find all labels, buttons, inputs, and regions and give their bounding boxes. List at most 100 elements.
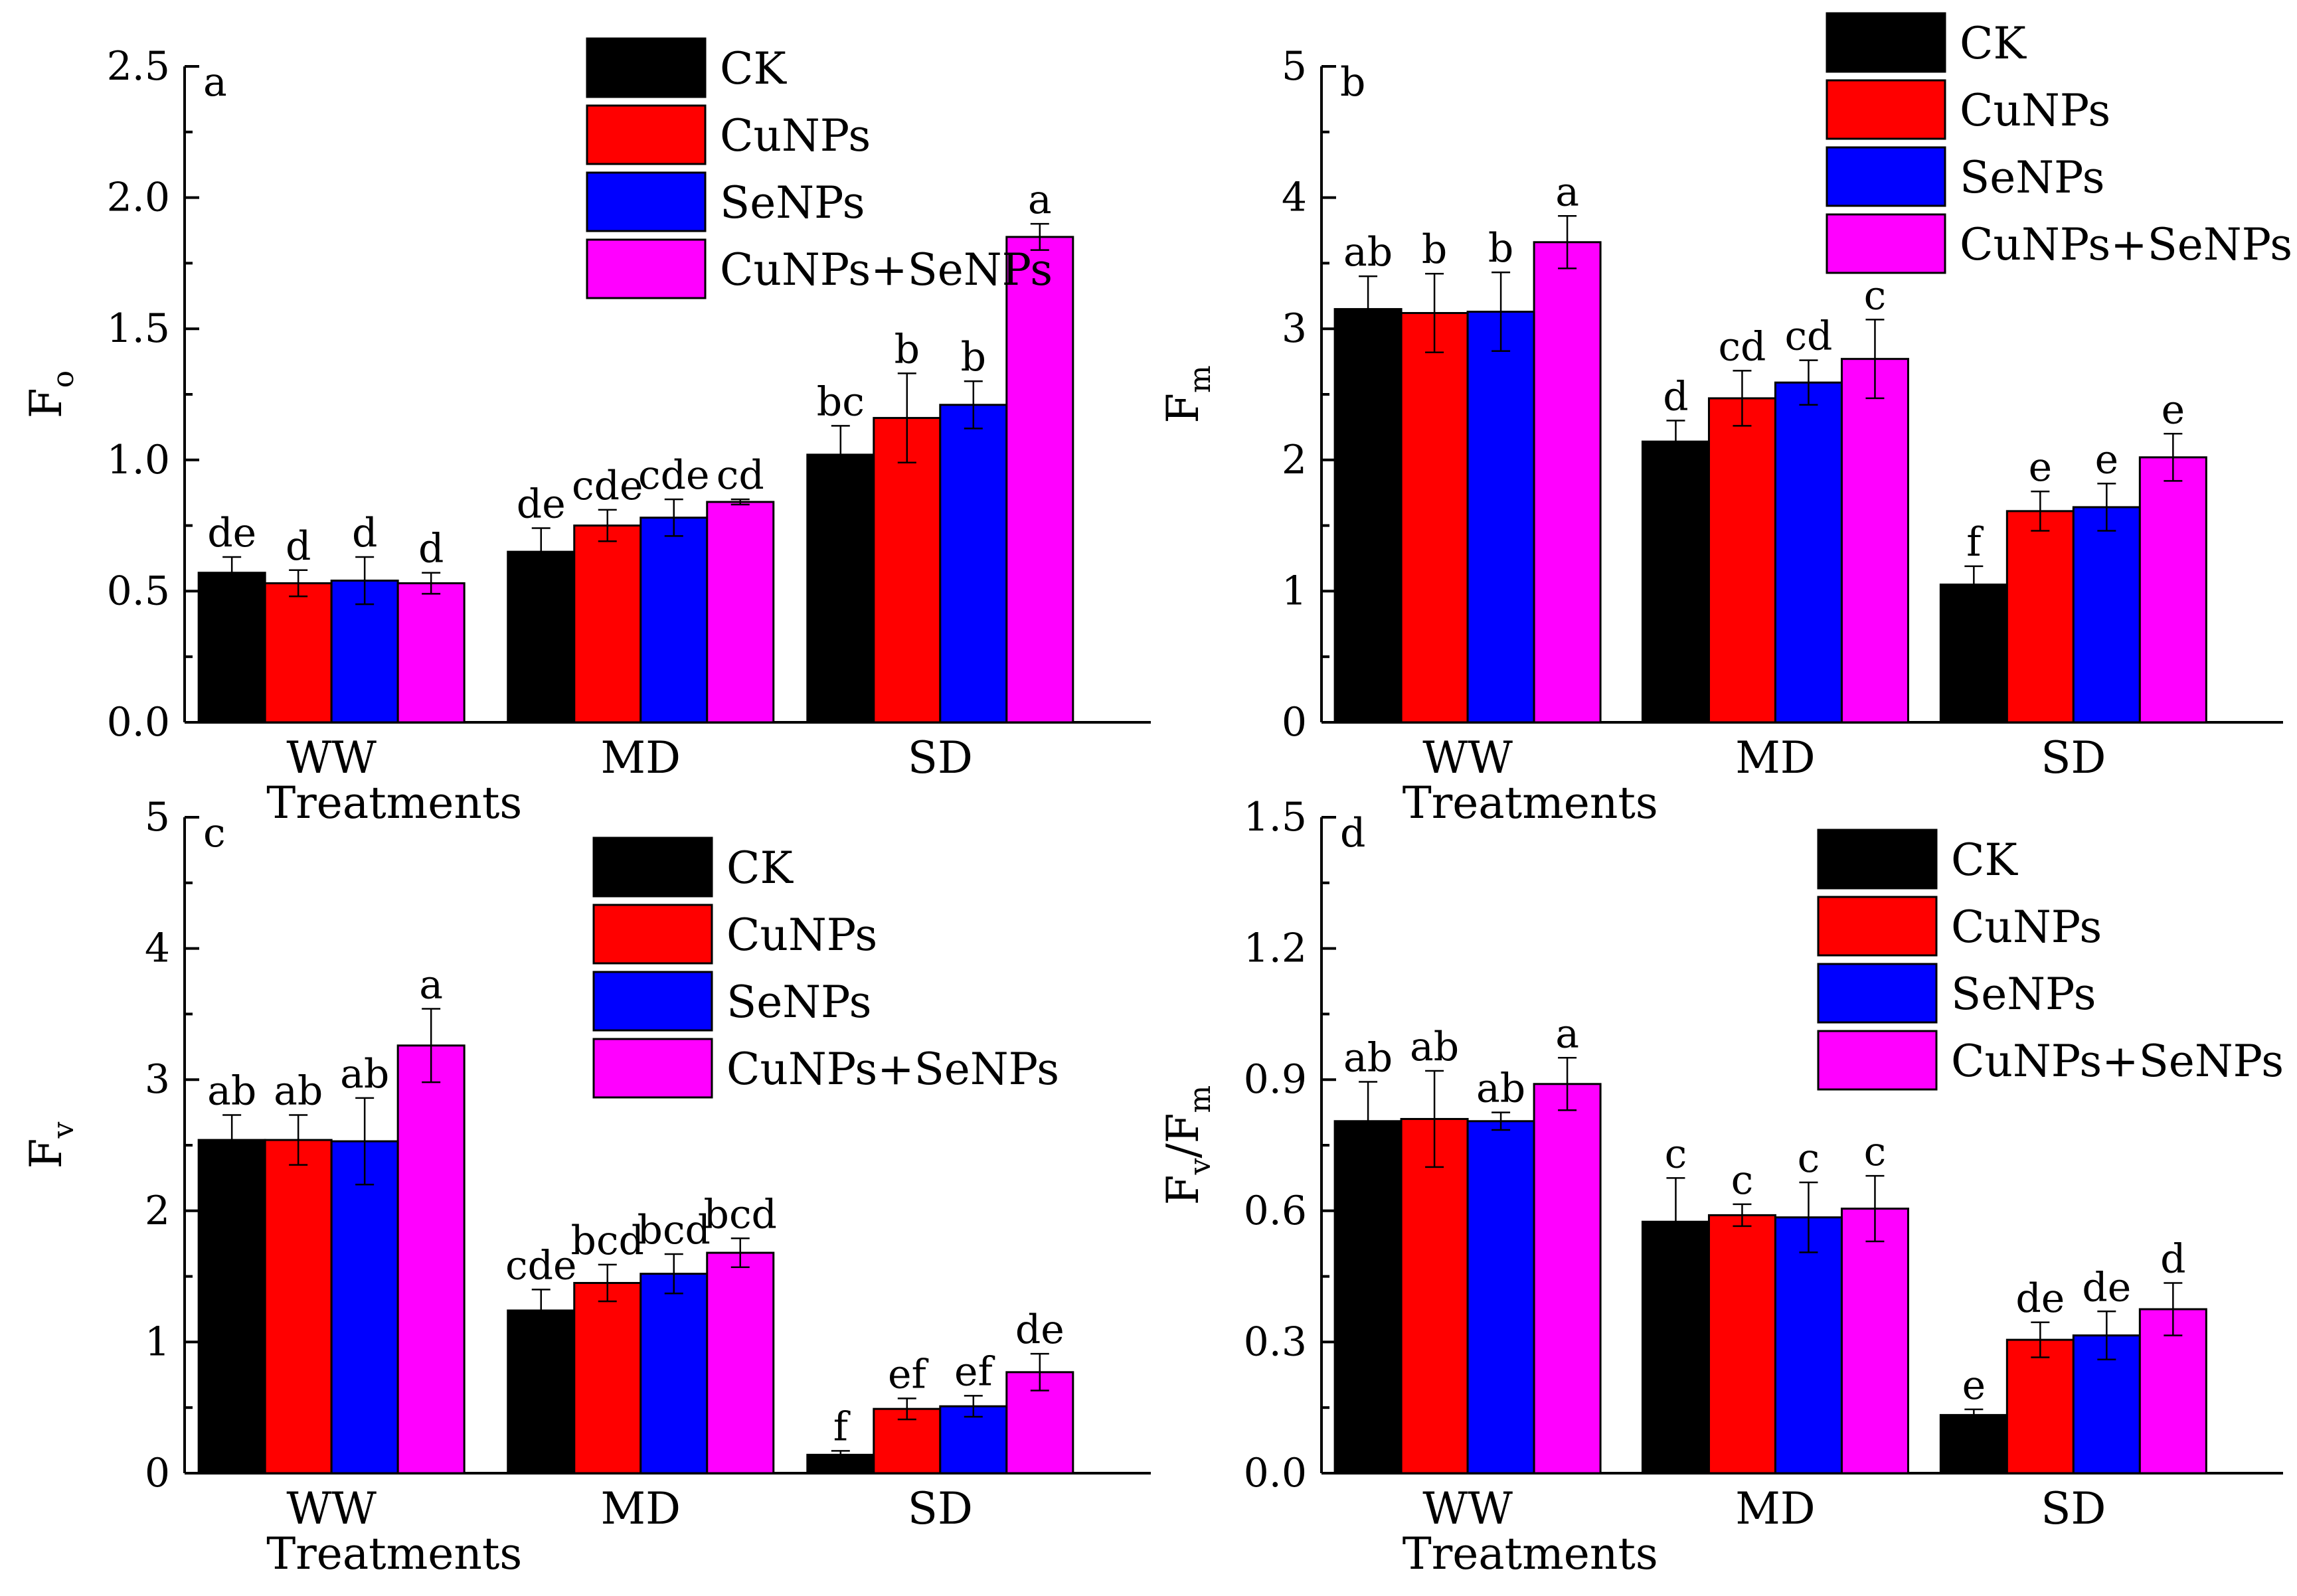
bar: [706, 501, 775, 724]
bar: [1533, 241, 1602, 724]
significance-label: cde: [638, 452, 710, 499]
x-tick-label: MD: [601, 1483, 681, 1534]
bar: [1533, 1083, 1602, 1475]
significance-label: de: [517, 481, 566, 528]
significance-label: c: [1798, 1135, 1820, 1182]
significance-label: ab: [1476, 1066, 1525, 1112]
bar: [1466, 311, 1535, 724]
y-tick-label: 4: [1282, 175, 1307, 221]
x-tick-label: WW: [1422, 732, 1513, 783]
significance-label: de: [1015, 1307, 1064, 1353]
bar: [396, 1044, 466, 1475]
significance-label: ef: [888, 1351, 929, 1397]
significance-label: ab: [1343, 1034, 1393, 1081]
legend-label: CuNPs+SeNPs: [720, 244, 1053, 295]
x-tick-label: SD: [2041, 1483, 2106, 1534]
significance-label: e: [2029, 444, 2053, 491]
significance-label: bcd: [704, 1191, 777, 1237]
significance-label: de: [207, 510, 256, 556]
y-axis-title: Fm: [1157, 365, 1217, 424]
bar: [1400, 311, 1469, 724]
y-tick-label: 1.2: [1244, 925, 1307, 972]
legend-swatch: [1826, 146, 1946, 207]
y-tick-label: 2: [1282, 437, 1307, 483]
legend: CK CuNPs SeNPs CuNPs+SeNPs: [586, 37, 1053, 299]
bar: [873, 417, 942, 724]
legend-swatch: [586, 37, 707, 98]
y-tick-label: 0.6: [1244, 1188, 1307, 1234]
legend-label: CK: [720, 43, 787, 94]
bar: [2005, 510, 2075, 724]
y-tick-label: 0.3: [1244, 1318, 1307, 1365]
y-tick-label: 5: [145, 794, 170, 840]
bar: [1333, 1120, 1403, 1475]
x-axis-title: Treatments: [266, 1528, 522, 1579]
legend-swatch: [1826, 79, 1946, 140]
panel-letter: b: [1340, 59, 1365, 106]
significance-label: cde: [505, 1242, 577, 1289]
significance-label: b: [1488, 225, 1513, 272]
legend-label: SeNPs: [1951, 969, 2096, 1020]
bar: [396, 582, 466, 724]
significance-label: cde: [572, 463, 643, 509]
significance-label: bcd: [638, 1207, 711, 1253]
legend-label: SeNPs: [720, 177, 865, 228]
bar: [197, 1139, 266, 1475]
y-tick-label: 2.5: [107, 43, 170, 90]
legend-swatch: [592, 971, 713, 1032]
legend-swatch: [586, 238, 707, 299]
y-tick-label: 4: [145, 925, 170, 972]
bar: [1840, 1208, 1909, 1475]
significance-label: de: [2015, 1275, 2065, 1322]
bar: [1939, 1413, 2008, 1475]
bar: [1707, 1214, 1776, 1475]
y-axis-title: Fo: [21, 370, 80, 418]
bar: [639, 517, 709, 724]
x-tick-label: MD: [1735, 1483, 1816, 1534]
significance-label: bcd: [571, 1218, 644, 1264]
bar: [1641, 440, 1710, 724]
y-tick-label: 0.5: [107, 568, 170, 614]
legend: CK CuNPs SeNPs CuNPs+SeNPs: [1826, 12, 2292, 274]
y-tick-label: 0.0: [1244, 1450, 1307, 1496]
bar: [573, 524, 642, 724]
y-tick-label: 2: [145, 1188, 170, 1234]
y-tick-label: 2.0: [107, 175, 170, 221]
bar: [507, 550, 576, 724]
x-tick-label: MD: [601, 732, 681, 783]
bar: [573, 1281, 642, 1475]
y-tick-label: 0.9: [1244, 1056, 1307, 1103]
legend-label: CuNPs: [1960, 85, 2110, 136]
bar: [507, 1309, 576, 1475]
significance-label: ab: [1410, 1024, 1459, 1070]
significance-label: e: [1962, 1362, 1986, 1409]
significance-label: ef: [954, 1348, 995, 1395]
significance-label: c: [1864, 1129, 1887, 1175]
bar: [264, 582, 333, 724]
bar: [1333, 308, 1403, 724]
significance-label: de: [2082, 1264, 2131, 1311]
legend-swatch: [1817, 963, 1938, 1024]
bar: [1939, 584, 2008, 724]
significance-label: bc: [817, 378, 865, 425]
x-tick-label: WW: [1422, 1483, 1513, 1534]
legend-swatch: [1826, 12, 1946, 73]
legend-label: SeNPs: [1960, 152, 2105, 203]
bar: [1005, 236, 1074, 724]
x-tick-label: WW: [286, 1483, 377, 1534]
legend-swatch: [592, 1038, 713, 1099]
bar: [1707, 397, 1776, 724]
significance-label: cd: [1718, 323, 1766, 370]
significance-label: f: [1966, 519, 1984, 566]
legend-label: CuNPs: [726, 910, 877, 961]
significance-label: d: [286, 523, 311, 570]
panel-letter: a: [203, 59, 227, 106]
y-tick-label: 0: [145, 1450, 170, 1496]
significance-label: c: [1731, 1157, 1754, 1204]
legend-swatch: [1826, 213, 1946, 274]
significance-label: ab: [274, 1068, 323, 1115]
bar: [806, 453, 875, 724]
significance-label: a: [1028, 177, 1052, 223]
